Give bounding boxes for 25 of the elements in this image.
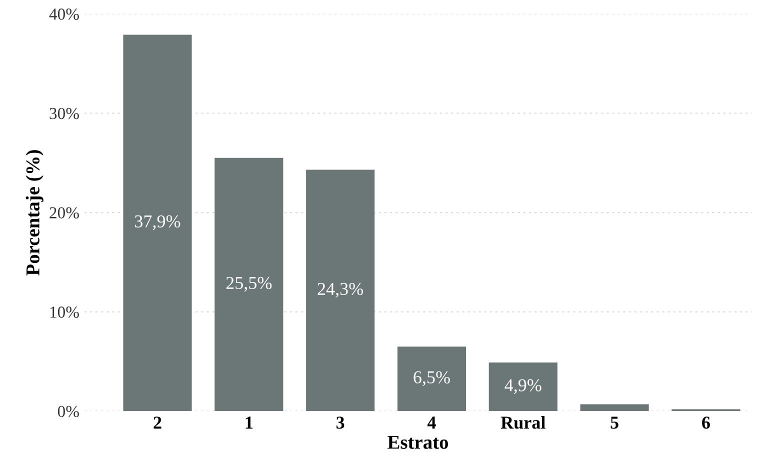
x-tick-label: 3 [336, 416, 344, 429]
x-tick-label: 4 [427, 416, 436, 429]
y-axis-title: Porcentaje (%) [26, 150, 44, 276]
data-label: 37,9% [135, 215, 180, 230]
data-label: 6,5% [414, 371, 450, 386]
y-tick-label: 40% [49, 8, 79, 20]
data-label: 25,5% [226, 276, 272, 292]
bar [123, 34, 192, 412]
y-tick-label: 20% [50, 207, 79, 219]
x-tick-label: Rural [500, 416, 546, 429]
x-tick-label: 1 [246, 416, 252, 429]
x-tick-label: 5 [610, 416, 618, 429]
y-tick-label: 0% [58, 406, 79, 418]
x-tick-label: 6 [702, 416, 710, 429]
bar [580, 404, 649, 412]
data-label: 4,9% [504, 379, 542, 394]
data-label: 24,3% [318, 282, 364, 298]
bar [397, 346, 466, 412]
bar [488, 362, 558, 412]
x-axis-title: Estrato [388, 436, 448, 449]
x-tick-label: 2 [154, 416, 162, 429]
y-tick-label: 10% [50, 306, 79, 318]
bar [214, 158, 284, 412]
y-tick-label: 30% [50, 108, 79, 120]
bar [306, 170, 375, 412]
